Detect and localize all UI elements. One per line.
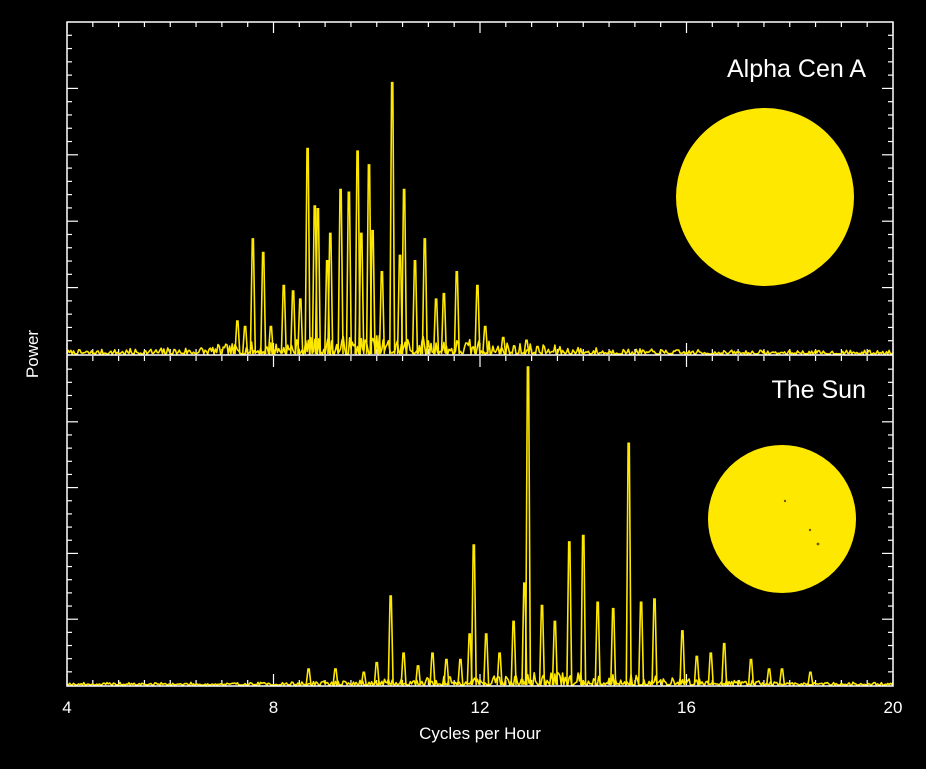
spectrum-peak [305,668,312,686]
spectrum-peak [523,339,530,355]
sun-spectrum-line [66,671,894,686]
spectrum-peak [432,298,440,355]
x-tick-label: 12 [471,698,490,717]
spectrum-peak [443,658,450,686]
spectrum-peak [474,284,481,355]
plot-frame [66,21,894,687]
sun-peaks [305,366,814,686]
spectrum-peak [457,658,464,686]
x-tick-label: 16 [677,698,696,717]
plot-border [66,21,894,687]
spectrum-peak [566,541,573,686]
y-axis-label: Power [23,330,42,379]
spectrum-peak [679,630,686,686]
sun-panel: The Sun [66,356,894,686]
spectrum-peak [414,665,422,686]
alpha-cen-a-peaks [234,81,530,355]
spectrum-peak [378,271,386,355]
x-tick-labels: 4 8 12 16 20 [62,698,902,717]
sun-star-disk [708,445,856,593]
spectrum-peak [345,191,353,355]
spectrum-peak [304,147,311,355]
spectrum-peak [267,325,275,355]
spectrum-peak [510,620,517,686]
spectrum-peak [765,668,773,686]
spectrum-peak [807,671,814,686]
x-tick-label: 8 [269,698,278,717]
spectrum-peak [500,336,507,355]
spectrum-peak [453,271,460,355]
spectrum-peak [314,208,322,355]
spectrum-peak [365,164,373,355]
spectrum-peak [354,150,361,355]
spectrum-peak [260,251,267,355]
x-tick-label: 20 [884,698,903,717]
alpha-cen-a-panel: Alpha Cen A [66,22,894,355]
spectrum-peak [289,290,297,355]
spectrum-peak [387,595,394,686]
sunspot-icon [816,542,820,546]
spectrum-peak [400,188,408,355]
spectrum-peak [440,292,448,355]
spectrum-peak [421,238,428,355]
spectrum-peak [524,366,532,686]
spectrum-peak [234,320,241,355]
spectrum-peak [400,652,407,686]
x-axis-label: Cycles per Hour [419,724,541,743]
spectrum-peak [483,633,490,686]
spectrum-peak [637,601,645,686]
spectrum-peak [651,598,658,686]
spectrum-peak [551,620,559,686]
spectrum-peak [496,652,503,686]
spectrum-peak [610,607,617,686]
spectrum-peak [594,601,601,686]
x-tick-label: 4 [62,698,71,717]
spectrum-peak [369,229,376,355]
spectrum-peak [411,260,419,355]
spectrum-peak [389,81,396,355]
spectrum-peak [360,671,367,686]
spectrum-peak [429,652,436,686]
spectrum-peak [373,661,380,686]
spectrum-peak [580,534,587,686]
sunspot-icon [783,499,787,503]
spectrum-peak [721,642,728,686]
spectrum-peak [241,325,249,355]
spectrum-peak [482,325,489,355]
sun-title: The Sun [771,376,866,404]
spectrum-peak [297,298,304,355]
spectrum-peak [470,544,477,686]
spectrum-peak [747,658,755,686]
spectrum-peak [625,442,632,686]
spectrum-peak [707,652,714,686]
spectrum-peak [693,655,700,686]
alpha-cen-a-star-disk [676,108,854,286]
spectrum-peak [778,668,786,686]
spectrum-peak [249,238,257,355]
sunspot-icon [808,528,812,532]
spectrum-peak [358,232,365,355]
spectrum-peak [280,284,287,355]
spectrum-peak [538,604,546,686]
spectrum-peak [337,188,344,355]
spectrum-peak [332,668,339,686]
spectrum-peak [327,232,334,355]
alpha-cen-a-title: Alpha Cen A [727,55,866,83]
